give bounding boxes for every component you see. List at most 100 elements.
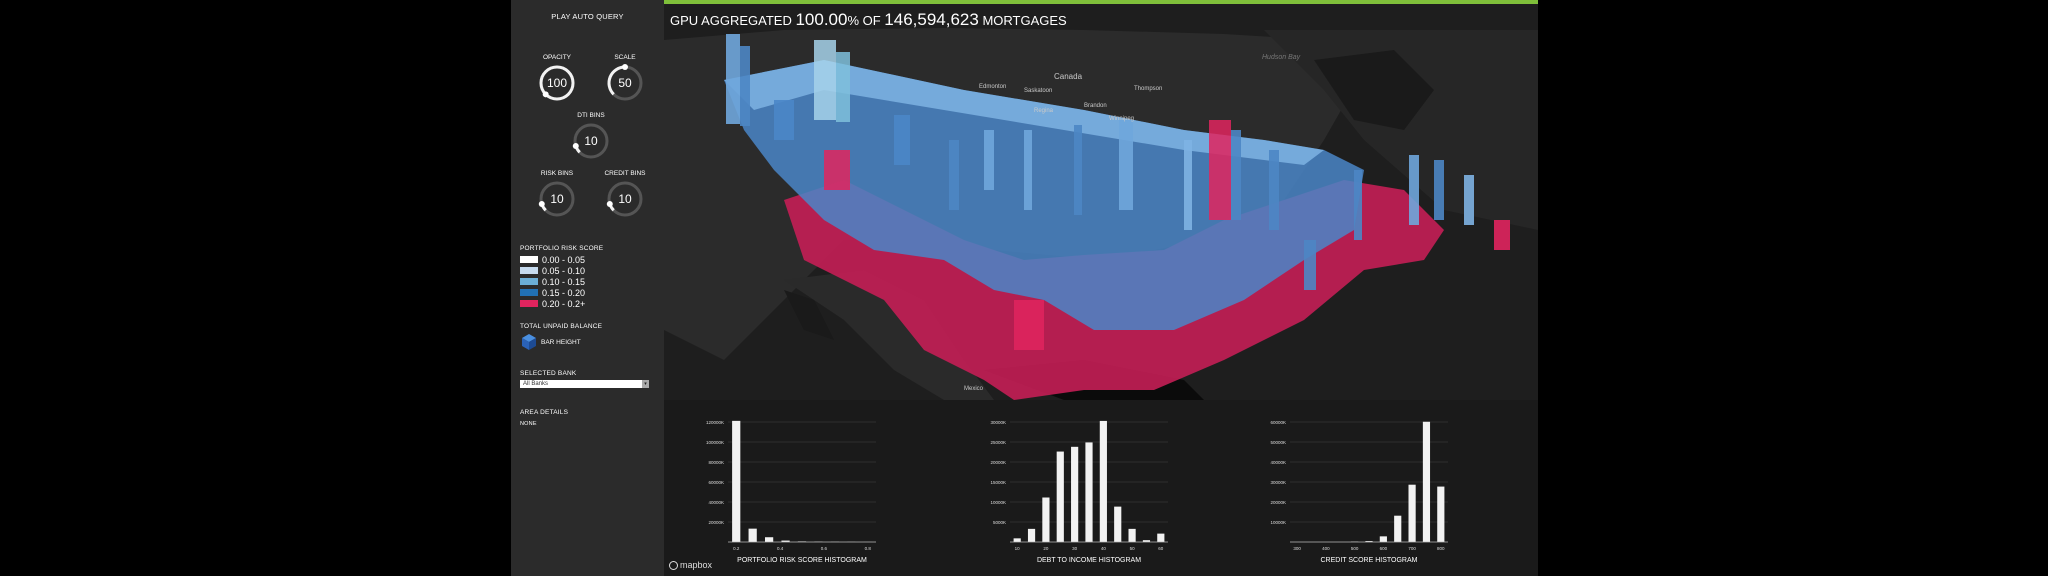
legend-item: 0.05 - 0.10	[520, 265, 586, 276]
knob-value: 10	[584, 134, 598, 148]
dial[interactable]: 10	[606, 180, 644, 218]
legend-label: 0.05 - 0.10	[542, 265, 586, 276]
x-tick-label: 60	[1158, 546, 1164, 551]
risk-histogram[interactable]: 20000K 40000K 60000K 80000K 100000K 120000K 0.…	[694, 412, 884, 570]
cube-icon	[522, 334, 536, 350]
dial-arc	[607, 65, 626, 96]
histogram-bar[interactable]	[781, 540, 790, 542]
knob-label: SCALE	[614, 54, 636, 61]
dial[interactable]: 100	[538, 64, 576, 102]
y-tick-label: 20000K	[1270, 500, 1286, 505]
histogram-bar[interactable]	[1394, 515, 1402, 542]
histogram-bar[interactable]	[1071, 446, 1079, 542]
x-tick-label: 800	[1437, 546, 1445, 551]
credit-histogram[interactable]: 10000K 20000K 30000K 40000K 50000K 60000K 300 4…	[1256, 412, 1456, 570]
dial-track	[573, 123, 609, 159]
dial-handle[interactable]	[572, 142, 579, 149]
risk-bins-knob[interactable]: RISK BINS 10	[535, 170, 579, 218]
x-tick-label: 600	[1380, 546, 1388, 551]
opacity-knob[interactable]: OPACITY 100	[535, 54, 579, 102]
play-auto-query-button[interactable]: PLAY AUTO QUERY	[551, 12, 624, 21]
legend-label: 0.00 - 0.05	[542, 254, 586, 265]
map-label: Saskatoon	[1024, 88, 1053, 94]
histogram-bar[interactable]	[732, 420, 741, 542]
histogram-bar[interactable]	[1056, 451, 1064, 542]
dial-arc	[539, 65, 575, 101]
headline-count: 146,594,623	[884, 10, 979, 29]
map-label: Canada	[1054, 72, 1083, 81]
credit-bins-knob[interactable]: CREDIT BINS 10	[603, 170, 647, 218]
dial-handle[interactable]	[622, 64, 628, 70]
hudson-bay-water	[1314, 50, 1434, 130]
legend-swatch	[520, 289, 538, 296]
bar-height-legend: BAR HEIGHT	[520, 333, 581, 351]
app-window: PLAY AUTO QUERY OPACITY 100 SCALE 50 DTI…	[511, 0, 1538, 576]
y-tick-label: 15000K	[990, 480, 1006, 485]
x-tick-label: 20	[1043, 546, 1049, 551]
map-label: Hudson Bay	[1262, 54, 1301, 61]
map-label: Winnipeg	[1109, 116, 1135, 122]
x-tick-label: 300	[1293, 546, 1301, 551]
y-tick-label: 20000K	[708, 520, 724, 525]
map-view[interactable]: Hudson Bay Canada Saskatoon Edmonton Tho…	[664, 0, 1538, 576]
chart-title: DEBT TO INCOME HISTOGRAM	[1037, 557, 1141, 564]
histogram-bar[interactable]	[1437, 486, 1445, 542]
histogram-bar[interactable]	[1128, 528, 1136, 542]
y-tick-label: 10000K	[990, 500, 1006, 505]
histogram-bar[interactable]	[1422, 421, 1431, 542]
headline-suffix: MORTGAGES	[978, 13, 1067, 28]
dial[interactable]: 10	[572, 122, 610, 160]
histogram-bar[interactable]	[1013, 538, 1021, 542]
knob-label: OPACITY	[542, 54, 572, 61]
knob-value: 100	[546, 76, 568, 90]
histogram-bar[interactable]	[1408, 484, 1416, 542]
dial-track	[607, 181, 643, 217]
y-tick-label: 100000K	[706, 440, 724, 445]
dti-histogram[interactable]: 5000K 10000K 15000K 20000K 25000K 30000K 10 20 3…	[976, 412, 1176, 570]
y-tick-label: 50000K	[1270, 440, 1286, 445]
dial-handle[interactable]	[606, 200, 613, 207]
legend-item: 0.20 - 0.2+	[520, 299, 585, 309]
histogram-bar[interactable]	[1027, 528, 1036, 542]
y-tick-label: 25000K	[990, 440, 1006, 445]
histogram-bar[interactable]	[1085, 442, 1093, 542]
histogram-bar[interactable]	[748, 528, 757, 542]
histogram-bar[interactable]	[1365, 541, 1373, 542]
knob-label: DTI BINS	[577, 112, 605, 119]
bank-select[interactable]: All Banks ▾	[520, 380, 649, 388]
scale-knob[interactable]: SCALE 50	[603, 54, 647, 102]
histogram-bar[interactable]	[1142, 540, 1151, 542]
chevron-down-icon[interactable]: ▾	[642, 380, 649, 388]
bank-title: SELECTED BANK	[520, 370, 577, 377]
x-tick-label: 0.6	[821, 546, 828, 551]
histogram-bar[interactable]	[765, 537, 774, 542]
histogram-bar[interactable]	[1157, 533, 1165, 542]
x-tick-label: 0.4	[777, 546, 784, 551]
mapbox-logo[interactable]: mapbox	[669, 560, 712, 570]
knob-label: RISK BINS	[540, 170, 574, 177]
knob-value: 50	[618, 76, 632, 90]
dial-handle[interactable]	[538, 200, 545, 207]
knob-value: 10	[618, 192, 632, 206]
legend-item: 0.10 - 0.15	[520, 276, 586, 287]
dial-handle[interactable]	[542, 91, 549, 98]
dial[interactable]: 10	[538, 180, 576, 218]
x-tick-label: 40	[1101, 546, 1107, 551]
histogram-bar[interactable]	[1042, 497, 1050, 542]
y-tick-label: 60000K	[708, 480, 724, 485]
dti-bins-knob[interactable]: DTI BINS 10	[569, 112, 613, 160]
histogram-bar[interactable]	[1099, 420, 1107, 542]
knob-label: CREDIT BINS	[604, 170, 646, 177]
bar-height-label: BAR HEIGHT	[541, 338, 581, 346]
histogram-bar[interactable]	[1379, 536, 1387, 542]
histogram-bar[interactable]	[1114, 506, 1122, 542]
progress-bar	[664, 0, 1538, 4]
x-tick-label: 50	[1130, 546, 1136, 551]
legend-item: 0.15 - 0.20	[520, 288, 585, 298]
dial[interactable]: 50	[606, 64, 644, 102]
map-label: Regina	[1034, 108, 1054, 114]
y-tick-label: 30000K	[1270, 480, 1286, 485]
dial-track	[539, 181, 575, 217]
legend-label: 0.10 - 0.15	[542, 276, 586, 287]
y-tick-label: 10000K	[1270, 520, 1286, 525]
